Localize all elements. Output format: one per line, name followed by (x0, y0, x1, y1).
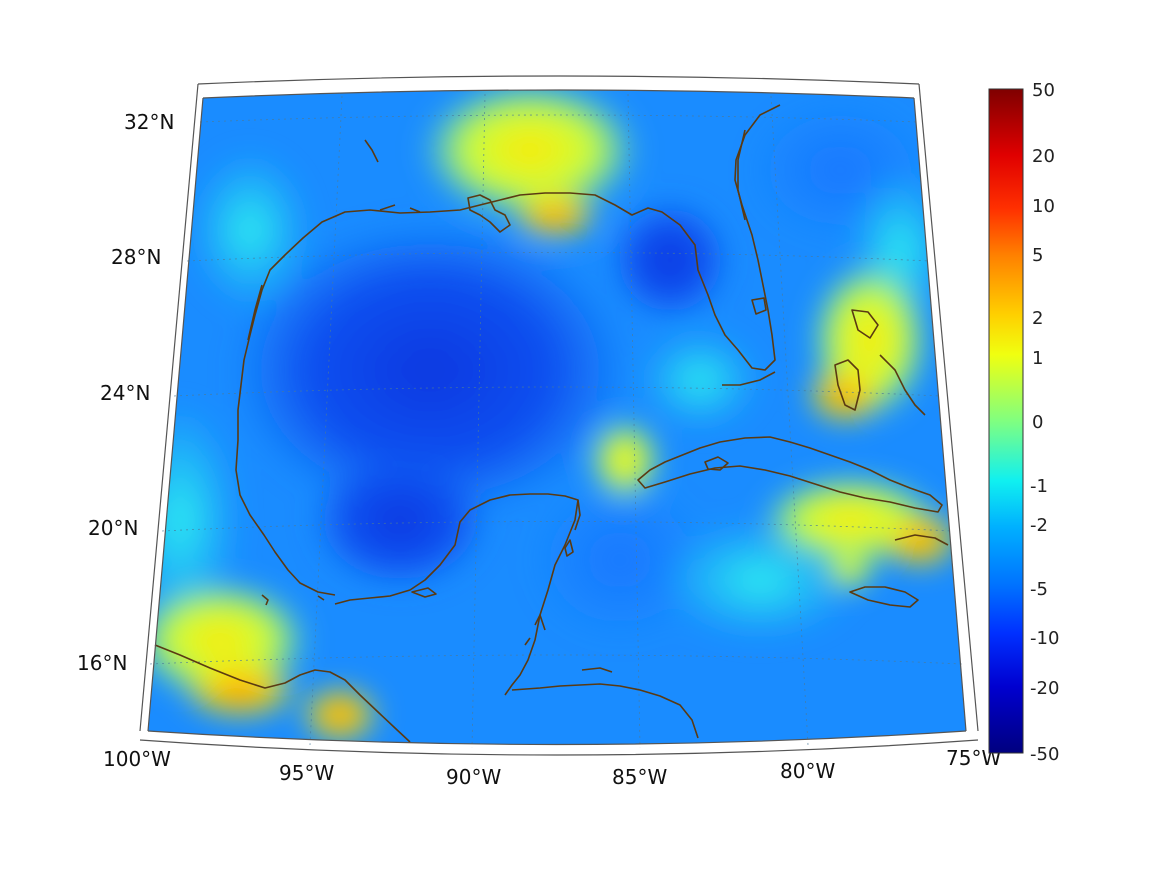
hispaniola (894, 534, 949, 546)
lat-label-20: 20°N (88, 516, 138, 540)
coastlines (154, 104, 949, 743)
lon-label-85: 85°W (612, 765, 667, 789)
lake-okeechobee (751, 297, 767, 315)
keys (722, 371, 776, 386)
mexico-lagoon (261, 594, 325, 606)
mississippi-delta (467, 194, 511, 233)
cb-label-neg5: -5 (1030, 579, 1048, 600)
isle-of-youth (704, 456, 729, 471)
cb-label-10: 10 (1032, 196, 1055, 217)
lat-label-16: 16°N (77, 651, 127, 675)
lon-label-80: 80°W (780, 759, 835, 783)
graticule (149, 93, 963, 749)
lon-label-100: 100°W (103, 747, 171, 771)
cb-label-20: 20 (1032, 146, 1055, 167)
cb-label-50: 50 (1032, 80, 1055, 101)
latitude-labels: 32°N 28°N 24°N 20°N 16°N (77, 110, 174, 675)
lon-label-90: 90°W (446, 765, 501, 789)
bay-of-campeche-island (411, 587, 437, 598)
cb-label-neg10: -10 (1030, 628, 1059, 649)
lat-label-24: 24°N (100, 381, 150, 405)
cb-label-neg2: -2 (1030, 515, 1048, 536)
map-field (148, 90, 966, 745)
cb-label-neg20: -20 (1030, 678, 1059, 699)
lon-label-95: 95°W (279, 761, 334, 785)
colorbar: 50 20 10 5 2 1 0 -1 -2 -5 -10 -20 -50 (988, 80, 1059, 765)
central-america-coast (511, 683, 699, 739)
cb-label-0: 0 (1032, 412, 1043, 433)
yucatan-east (574, 499, 581, 531)
yucatan-coast (334, 493, 579, 696)
gulf-islands-north (364, 139, 421, 213)
lat-label-28: 28°N (111, 245, 161, 269)
honduras-islands (581, 667, 613, 673)
belize-cayes (524, 614, 546, 646)
florida-barrier (737, 129, 746, 221)
cb-label-neg50: -50 (1030, 744, 1059, 765)
pacific-coast (154, 644, 411, 743)
texas-barrier (247, 284, 263, 341)
cb-label-1: 1 (1032, 348, 1043, 369)
cuba (637, 436, 943, 513)
lat-label-32: 32°N (124, 110, 174, 134)
gulf-northern-coast (235, 104, 781, 596)
jamaica (849, 586, 919, 608)
cb-label-2: 2 (1032, 308, 1043, 329)
colorbar-gradient (988, 88, 1024, 754)
bahamas-abaco (851, 309, 879, 339)
cb-label-neg1: -1 (1030, 476, 1048, 497)
map-frame (139, 75, 979, 756)
bahamas-eleuthera (879, 354, 926, 416)
cb-label-5: 5 (1032, 245, 1043, 266)
cozumel (564, 539, 574, 557)
bahamas-andros (834, 359, 861, 411)
longitude-labels: 100°W 95°W 90°W 85°W 80°W 75°W (103, 746, 1001, 789)
colorbar-labels: 50 20 10 5 2 1 0 -1 -2 -5 -10 -20 -50 (1030, 80, 1059, 765)
